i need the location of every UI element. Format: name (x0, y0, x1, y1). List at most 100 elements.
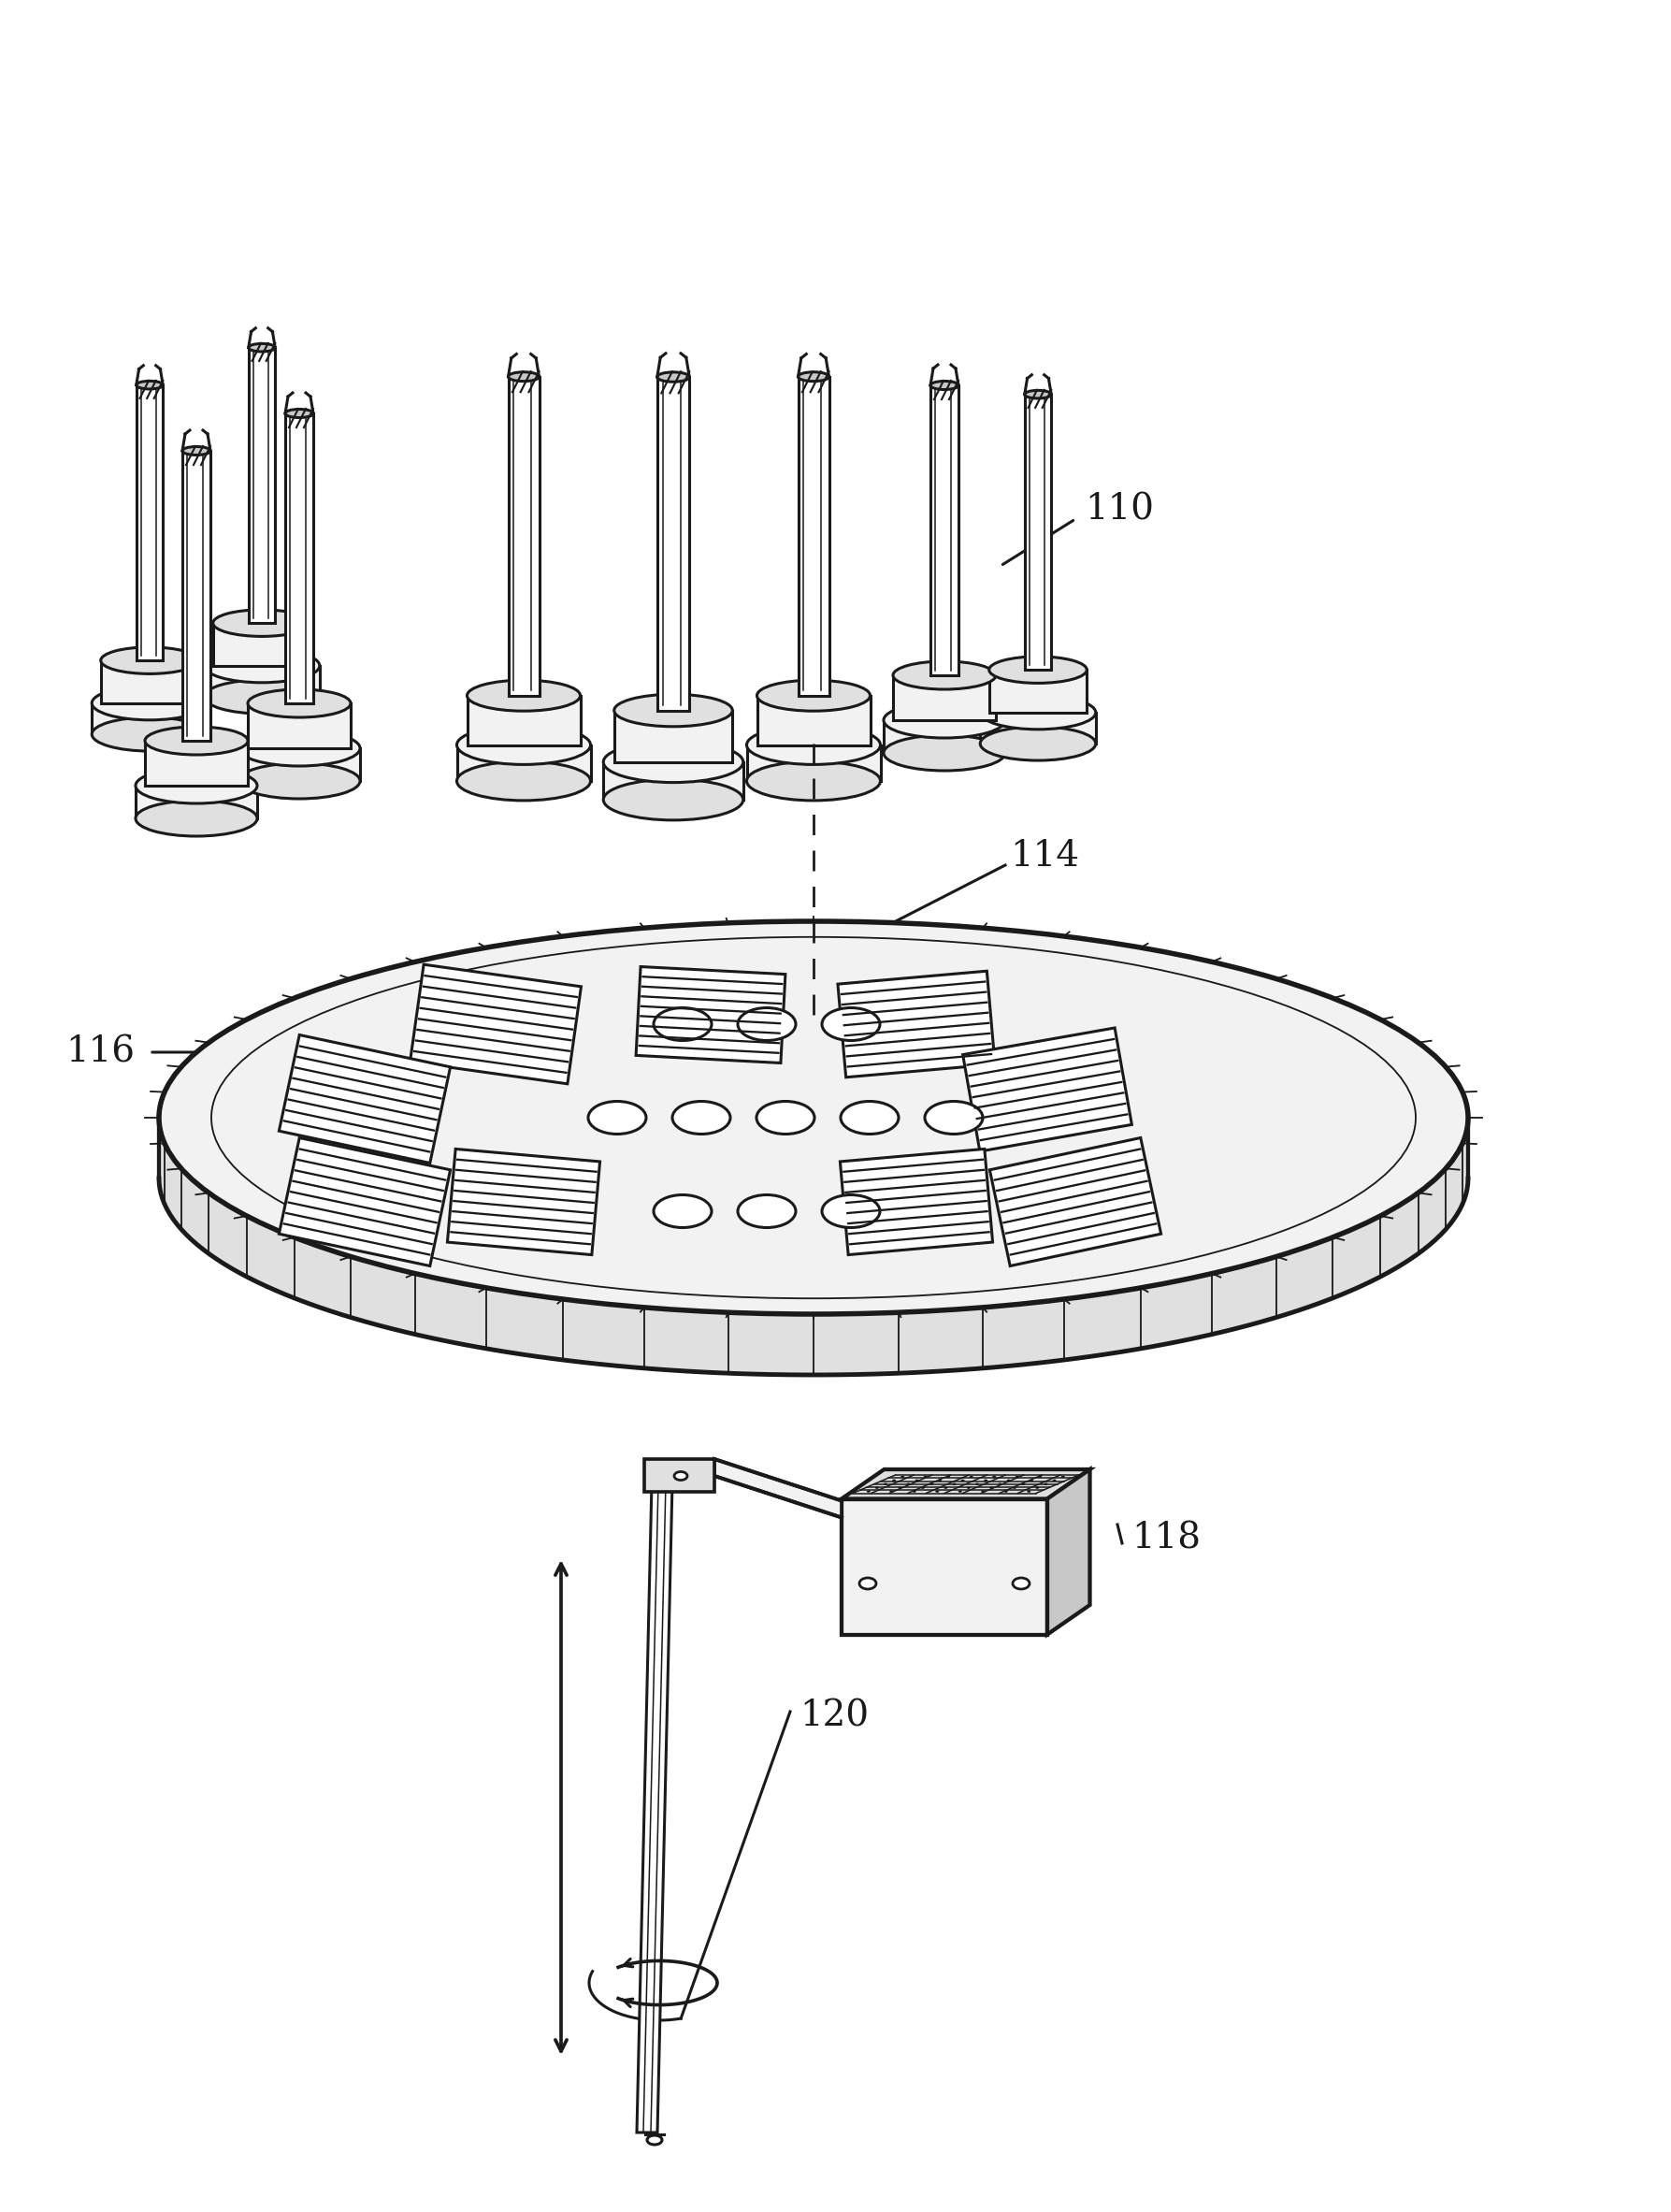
Ellipse shape (1036, 1486, 1039, 1489)
Polygon shape (448, 1148, 600, 1254)
Polygon shape (884, 721, 1006, 752)
Ellipse shape (747, 761, 881, 801)
Ellipse shape (993, 1475, 996, 1478)
Ellipse shape (100, 648, 199, 675)
Ellipse shape (286, 409, 312, 418)
Ellipse shape (799, 372, 829, 380)
Polygon shape (239, 748, 359, 781)
Polygon shape (468, 695, 580, 745)
Polygon shape (637, 1482, 672, 2132)
Ellipse shape (615, 695, 732, 726)
Ellipse shape (1044, 1482, 1048, 1484)
Polygon shape (247, 703, 351, 748)
Polygon shape (989, 1137, 1161, 1265)
Ellipse shape (204, 648, 319, 684)
Ellipse shape (989, 1486, 994, 1489)
Text: 116: 116 (65, 1035, 135, 1071)
Ellipse shape (957, 1491, 962, 1493)
Ellipse shape (159, 920, 1469, 1314)
Polygon shape (456, 745, 590, 781)
Polygon shape (841, 1148, 993, 1254)
Ellipse shape (924, 1102, 983, 1135)
Polygon shape (837, 971, 994, 1077)
Ellipse shape (739, 1194, 795, 1228)
Ellipse shape (739, 1009, 795, 1040)
Ellipse shape (145, 728, 247, 754)
Polygon shape (286, 414, 312, 703)
Polygon shape (279, 1035, 451, 1164)
Polygon shape (1048, 1469, 1089, 1635)
Polygon shape (92, 703, 207, 734)
Ellipse shape (952, 1482, 956, 1484)
Ellipse shape (1029, 1480, 1033, 1482)
Polygon shape (508, 376, 540, 695)
Ellipse shape (1004, 1491, 1008, 1493)
Polygon shape (159, 1117, 1469, 1376)
Polygon shape (637, 967, 785, 1064)
Ellipse shape (603, 779, 744, 821)
Ellipse shape (1024, 389, 1051, 398)
Ellipse shape (92, 686, 207, 719)
Ellipse shape (929, 1482, 932, 1484)
Ellipse shape (884, 703, 1006, 739)
Text: 112: 112 (1402, 1110, 1472, 1144)
Ellipse shape (884, 734, 1006, 770)
Ellipse shape (876, 1486, 879, 1489)
Ellipse shape (239, 730, 359, 765)
Text: 114: 114 (1009, 838, 1079, 874)
Polygon shape (842, 1500, 1048, 1635)
Polygon shape (137, 385, 164, 661)
Ellipse shape (961, 1480, 964, 1482)
Polygon shape (249, 347, 276, 624)
Ellipse shape (981, 1491, 984, 1493)
Ellipse shape (747, 726, 881, 765)
Ellipse shape (984, 1480, 988, 1482)
Ellipse shape (137, 380, 164, 389)
Ellipse shape (867, 1491, 871, 1493)
Ellipse shape (647, 2135, 662, 2146)
Ellipse shape (1013, 1486, 1016, 1489)
Ellipse shape (653, 1009, 712, 1040)
Ellipse shape (989, 657, 1086, 684)
Ellipse shape (249, 343, 276, 352)
Ellipse shape (981, 728, 1096, 761)
Ellipse shape (841, 1102, 899, 1135)
Ellipse shape (916, 1480, 919, 1482)
Ellipse shape (936, 1491, 939, 1493)
Ellipse shape (757, 679, 871, 710)
Ellipse shape (1038, 1475, 1043, 1478)
Polygon shape (757, 695, 871, 745)
Ellipse shape (1028, 1491, 1031, 1493)
Polygon shape (603, 763, 744, 801)
Polygon shape (931, 385, 959, 675)
Polygon shape (615, 710, 732, 763)
Polygon shape (145, 741, 247, 785)
Ellipse shape (247, 690, 351, 717)
Ellipse shape (468, 679, 580, 710)
Ellipse shape (653, 1194, 712, 1228)
Ellipse shape (212, 611, 311, 637)
Ellipse shape (822, 1009, 881, 1040)
Ellipse shape (889, 1491, 894, 1493)
Ellipse shape (892, 1480, 896, 1482)
Ellipse shape (822, 1194, 881, 1228)
Ellipse shape (673, 1471, 687, 1480)
Ellipse shape (1061, 1475, 1064, 1478)
Ellipse shape (239, 763, 359, 799)
Polygon shape (657, 376, 690, 710)
Ellipse shape (931, 380, 959, 389)
Polygon shape (135, 785, 257, 818)
Ellipse shape (603, 741, 744, 783)
Ellipse shape (884, 1482, 887, 1484)
Ellipse shape (968, 1486, 971, 1489)
Polygon shape (182, 451, 211, 741)
Polygon shape (279, 1137, 451, 1265)
Ellipse shape (976, 1482, 979, 1484)
Text: 110: 110 (1084, 493, 1155, 526)
Ellipse shape (757, 1102, 814, 1135)
Polygon shape (989, 670, 1086, 712)
Ellipse shape (912, 1491, 916, 1493)
Polygon shape (799, 376, 829, 695)
Ellipse shape (998, 1482, 1003, 1484)
Polygon shape (212, 624, 311, 666)
